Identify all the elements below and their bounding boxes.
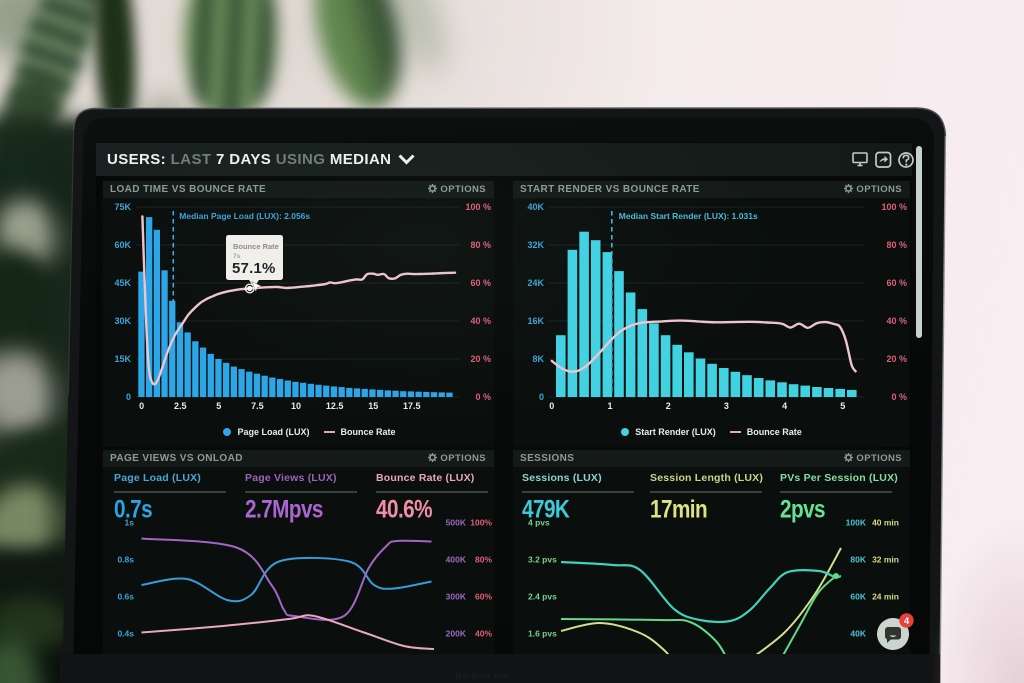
svg-text:400K: 400K — [446, 555, 467, 565]
svg-text:16K: 16K — [527, 316, 544, 326]
svg-text:4 pvs: 4 pvs — [528, 518, 550, 528]
svg-text:20 %: 20 % — [470, 354, 491, 364]
svg-text:Median Page Load (LUX): 2.056s: Median Page Load (LUX): 2.056s — [179, 211, 310, 221]
svg-text:40K: 40K — [527, 202, 544, 212]
svg-text:100 %: 100 % — [881, 202, 907, 212]
svg-text:17.5: 17.5 — [403, 401, 421, 411]
svg-text:32K: 32K — [527, 240, 544, 250]
svg-text:3: 3 — [724, 401, 729, 411]
svg-text:24K: 24K — [527, 278, 544, 288]
svg-text:30K: 30K — [114, 316, 131, 326]
svg-text:80 %: 80 % — [886, 240, 907, 250]
svg-text:40 min: 40 min — [872, 518, 899, 528]
svg-text:5: 5 — [216, 401, 221, 411]
svg-text:0 %: 0 % — [475, 392, 491, 402]
svg-text:60 %: 60 % — [886, 278, 907, 288]
svg-text:7.5: 7.5 — [251, 401, 264, 411]
svg-text:12.5: 12.5 — [326, 401, 344, 411]
svg-text:3.2 pvs: 3.2 pvs — [528, 555, 557, 565]
svg-text:57.1%: 57.1% — [232, 260, 276, 277]
svg-text:100K: 100K — [846, 518, 867, 528]
svg-text:32 min: 32 min — [872, 555, 899, 565]
svg-text:2: 2 — [666, 401, 671, 411]
svg-text:0: 0 — [139, 401, 144, 411]
svg-text:1.6 pvs: 1.6 pvs — [528, 629, 557, 639]
svg-text:8K: 8K — [532, 354, 544, 364]
svg-text:80K: 80K — [850, 555, 866, 565]
svg-text:Bounce Rate: Bounce Rate — [233, 242, 279, 251]
svg-text:2.5: 2.5 — [174, 401, 187, 411]
svg-text:40 %: 40 % — [470, 316, 491, 326]
svg-text:75K: 75K — [114, 202, 131, 212]
svg-text:100 %: 100 % — [465, 202, 491, 212]
svg-text:24 min: 24 min — [872, 592, 899, 602]
svg-text:300K: 300K — [446, 592, 467, 602]
svg-text:0: 0 — [126, 392, 131, 402]
svg-text:200K: 200K — [446, 629, 467, 639]
svg-text:80%: 80% — [475, 555, 492, 565]
svg-text:40K: 40K — [850, 629, 866, 639]
svg-text:4: 4 — [904, 616, 910, 627]
svg-text:15K: 15K — [114, 354, 131, 364]
svg-text:500K: 500K — [446, 518, 467, 528]
svg-text:1s: 1s — [125, 518, 135, 528]
svg-text:40%: 40% — [475, 629, 492, 639]
svg-text:45K: 45K — [114, 278, 131, 288]
svg-text:0.4s: 0.4s — [117, 629, 134, 639]
svg-text:20 %: 20 % — [886, 354, 907, 364]
svg-text:60 %: 60 % — [470, 278, 491, 288]
svg-text:60K: 60K — [114, 240, 131, 250]
svg-text:0.6s: 0.6s — [117, 592, 134, 602]
svg-text:100%: 100% — [470, 518, 492, 528]
svg-text:15: 15 — [368, 401, 378, 411]
svg-text:0 %: 0 % — [891, 392, 907, 402]
svg-text:0: 0 — [549, 401, 554, 411]
svg-text:0.8s: 0.8s — [117, 555, 134, 565]
svg-text:60K: 60K — [850, 592, 866, 602]
svg-text:5: 5 — [840, 401, 845, 411]
svg-text:2.4 pvs: 2.4 pvs — [528, 592, 557, 602]
svg-text:10: 10 — [291, 401, 301, 411]
svg-text:40 %: 40 % — [886, 316, 907, 326]
svg-text:Median Start Render (LUX): 1.0: Median Start Render (LUX): 1.031s — [619, 211, 758, 221]
svg-text:60%: 60% — [475, 592, 492, 602]
svg-text:4: 4 — [782, 401, 787, 411]
svg-text:1: 1 — [607, 401, 612, 411]
svg-text:80 %: 80 % — [470, 240, 491, 250]
svg-text:7s: 7s — [233, 253, 241, 260]
svg-text:0: 0 — [539, 392, 544, 402]
